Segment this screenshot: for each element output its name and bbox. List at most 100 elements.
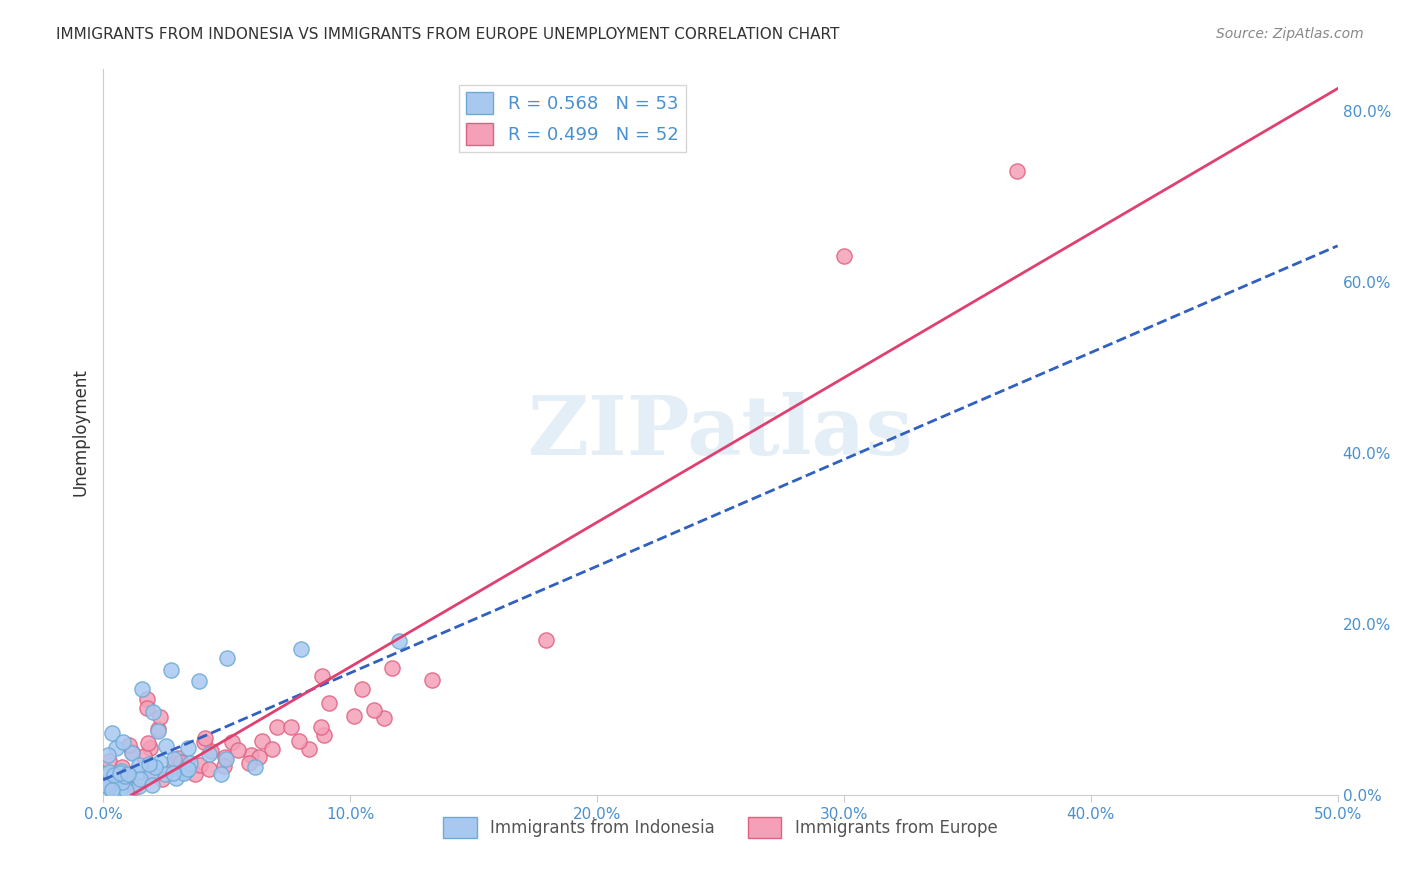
Immigrants from Europe [183, 767, 205, 781]
Immigrants from Indonesia [108, 783, 131, 797]
Immigrants from Indonesia [138, 756, 160, 771]
Immigrants from Europe [266, 720, 288, 734]
Immigrants from Indonesia [94, 776, 117, 790]
Immigrants from Europe [212, 758, 235, 772]
Immigrants from Indonesia [243, 760, 266, 774]
Immigrants from Indonesia [111, 735, 134, 749]
Immigrants from Indonesia [101, 726, 124, 740]
Immigrants from Indonesia [117, 767, 139, 781]
Immigrants from Indonesia [110, 764, 132, 778]
Immigrants from Indonesia [148, 723, 170, 738]
Immigrants from Europe [162, 756, 184, 771]
Immigrants from Indonesia [176, 763, 198, 777]
Immigrants from Indonesia [115, 782, 138, 797]
Immigrants from Indonesia [209, 766, 232, 780]
Immigrants from Indonesia [111, 775, 134, 789]
Immigrants from Indonesia [388, 634, 411, 648]
Immigrants from Indonesia [94, 778, 117, 792]
Immigrants from Europe [110, 759, 132, 773]
Immigrants from Europe [536, 632, 558, 647]
Immigrants from Europe [139, 741, 162, 756]
Immigrants from Europe [136, 701, 159, 715]
Immigrants from Indonesia [215, 752, 238, 766]
Immigrants from Indonesia [103, 768, 125, 782]
Immigrants from Europe [118, 738, 141, 752]
Text: Source: ZipAtlas.com: Source: ZipAtlas.com [1216, 27, 1364, 41]
Immigrants from Indonesia [173, 766, 195, 780]
Immigrants from Europe [132, 749, 155, 764]
Immigrants from Indonesia [155, 739, 177, 753]
Immigrants from Indonesia [142, 705, 165, 719]
Immigrants from Europe [170, 755, 193, 769]
Immigrants from Indonesia [103, 778, 125, 792]
Immigrants from Indonesia [121, 746, 143, 760]
Immigrants from Europe [135, 692, 157, 706]
Immigrants from Europe [117, 768, 139, 782]
Immigrants from Indonesia [188, 674, 211, 689]
Immigrants from Indonesia [97, 767, 120, 781]
Immigrants from Indonesia [198, 747, 221, 762]
Immigrants from Indonesia [94, 775, 117, 789]
Immigrants from Europe [832, 250, 855, 264]
Immigrants from Europe [318, 696, 340, 710]
Immigrants from Indonesia [177, 740, 200, 755]
Immigrants from Europe [138, 766, 160, 780]
Immigrants from Indonesia [149, 755, 172, 769]
Immigrants from Indonesia [114, 769, 136, 783]
Immigrants from Europe [260, 742, 283, 756]
Immigrants from Europe [200, 744, 222, 758]
Immigrants from Indonesia [160, 663, 183, 677]
Immigrants from Indonesia [141, 778, 163, 792]
Immigrants from Indonesia [131, 682, 153, 697]
Immigrants from Europe [166, 750, 188, 764]
Immigrants from Europe [194, 731, 217, 745]
Immigrants from Indonesia [143, 760, 166, 774]
Immigrants from Europe [239, 747, 262, 762]
Immigrants from Europe [280, 720, 302, 734]
Immigrants from Indonesia [97, 780, 120, 794]
Immigrants from Indonesia [163, 752, 186, 766]
Legend: Immigrants from Indonesia, Immigrants from Europe: Immigrants from Indonesia, Immigrants fr… [437, 811, 1004, 845]
Immigrants from Indonesia [139, 765, 162, 780]
Immigrants from Europe [97, 754, 120, 768]
Immigrants from Indonesia [128, 757, 150, 772]
Immigrants from Europe [250, 734, 273, 748]
Immigrants from Europe [373, 711, 395, 725]
Immigrants from Indonesia [127, 766, 149, 780]
Text: IMMIGRANTS FROM INDONESIA VS IMMIGRANTS FROM EUROPE UNEMPLOYMENT CORRELATION CHA: IMMIGRANTS FROM INDONESIA VS IMMIGRANTS … [56, 27, 839, 42]
Immigrants from Europe [226, 743, 249, 757]
Immigrants from Europe [214, 749, 236, 764]
Immigrants from Indonesia [101, 783, 124, 797]
Immigrants from Europe [311, 669, 333, 683]
Immigrants from Europe [148, 722, 170, 736]
Immigrants from Europe [420, 673, 443, 688]
Immigrants from Indonesia [98, 765, 121, 780]
Immigrants from Europe [238, 756, 260, 771]
Immigrants from Europe [314, 727, 336, 741]
Immigrants from Europe [149, 709, 172, 723]
Immigrants from Europe [343, 709, 366, 723]
Immigrants from Indonesia [110, 765, 132, 780]
Immigrants from Europe [138, 736, 160, 750]
Immigrants from Europe [1005, 164, 1028, 178]
Immigrants from Europe [309, 720, 332, 734]
Immigrants from Indonesia [174, 764, 197, 778]
Immigrants from Europe [150, 772, 173, 786]
Immigrants from Europe [298, 742, 321, 756]
Immigrants from Europe [121, 745, 143, 759]
Immigrants from Europe [124, 780, 146, 794]
Y-axis label: Unemployment: Unemployment [72, 368, 89, 496]
Immigrants from Indonesia [179, 756, 201, 771]
Immigrants from Indonesia [162, 765, 184, 780]
Immigrants from Europe [247, 750, 270, 764]
Text: ZIPatlas: ZIPatlas [527, 392, 912, 472]
Immigrants from Indonesia [128, 772, 150, 787]
Immigrants from Indonesia [290, 642, 312, 657]
Immigrants from Indonesia [100, 775, 122, 789]
Immigrants from Indonesia [153, 767, 176, 781]
Immigrants from Europe [288, 734, 311, 748]
Immigrants from Indonesia [97, 747, 120, 762]
Immigrants from Europe [221, 735, 243, 749]
Immigrants from Indonesia [104, 740, 127, 755]
Immigrants from Indonesia [128, 780, 150, 794]
